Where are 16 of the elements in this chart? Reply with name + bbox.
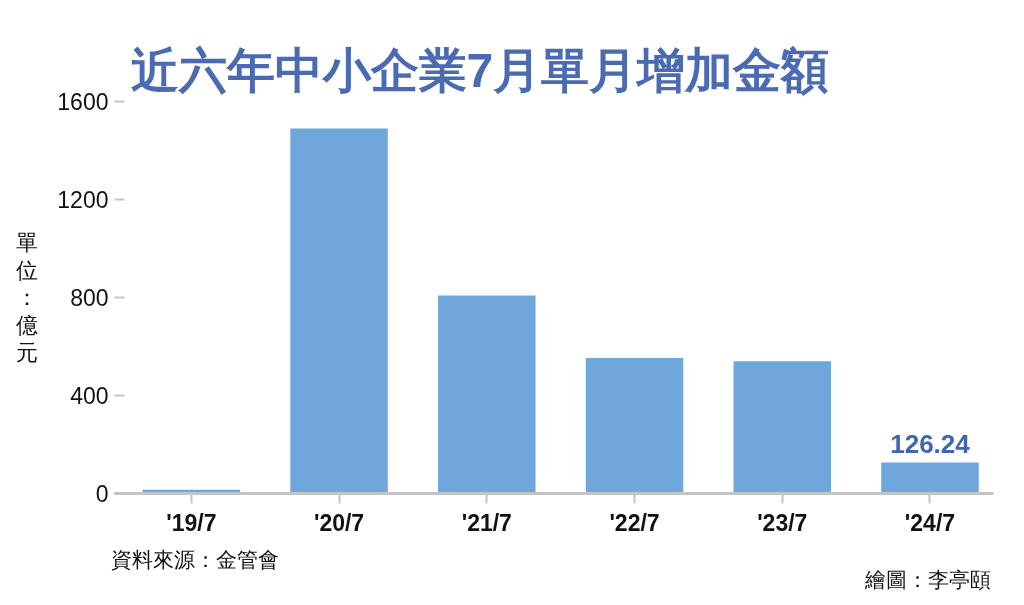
x-tick-label: '20/7	[313, 509, 365, 536]
x-tick-label: '23/7	[757, 509, 808, 536]
x-tick-label: '24/7	[904, 509, 956, 536]
x-tick-label: '21/7	[461, 509, 512, 536]
y-tick-label: 1200	[57, 187, 109, 213]
source-note: 資料來源：金管會	[110, 547, 279, 571]
y-tick-label: 1600	[57, 89, 109, 115]
x-tick-label: '22/7	[609, 509, 660, 536]
x-tick-label: '19/7	[166, 509, 217, 536]
chart-title: 近六年中小企業7月單月增加金額	[130, 43, 830, 97]
y-tick-label: 800	[70, 285, 109, 311]
text: 繪圖：李亭頤	[863, 568, 991, 591]
data-label: 126.24	[890, 428, 971, 459]
y-tick-label: 400	[70, 383, 109, 409]
y-tick-label: 0	[95, 481, 109, 507]
y-axis-title: 單位：億元	[16, 230, 39, 365]
